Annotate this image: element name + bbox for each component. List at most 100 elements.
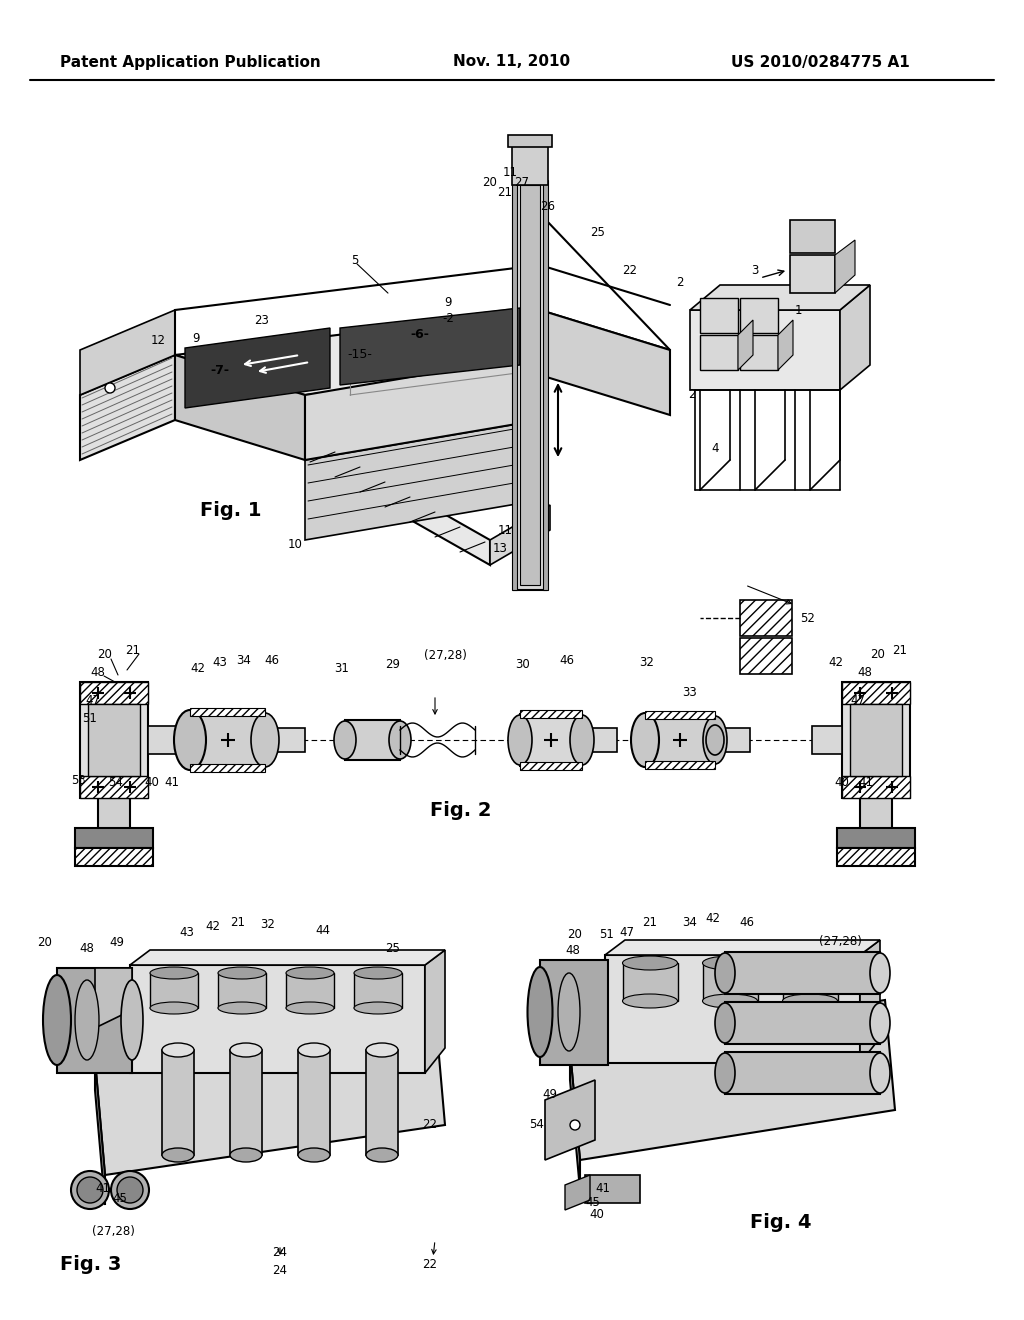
Bar: [230, 1049, 262, 1155]
Bar: [783, 964, 838, 1001]
Ellipse shape: [570, 715, 594, 766]
Polygon shape: [690, 310, 840, 389]
Text: 9: 9: [193, 331, 200, 345]
Text: 12: 12: [151, 334, 166, 346]
Text: 25: 25: [386, 941, 400, 954]
Text: 46: 46: [559, 653, 574, 667]
Text: 34: 34: [237, 653, 252, 667]
Text: 2: 2: [676, 276, 684, 289]
Ellipse shape: [298, 1043, 330, 1057]
Text: -6-: -6-: [411, 329, 429, 342]
Ellipse shape: [251, 713, 279, 767]
Ellipse shape: [870, 1053, 890, 1093]
Text: 20: 20: [482, 177, 498, 190]
Polygon shape: [340, 308, 520, 385]
Text: 21: 21: [893, 644, 907, 656]
Bar: [740, 601, 792, 636]
Text: 11: 11: [503, 165, 517, 178]
Bar: [354, 973, 402, 1008]
Text: Fig. 1: Fig. 1: [200, 500, 261, 520]
Text: 34: 34: [683, 916, 697, 928]
Bar: [150, 973, 198, 1008]
Ellipse shape: [558, 973, 580, 1051]
Polygon shape: [540, 310, 670, 414]
Ellipse shape: [527, 968, 553, 1057]
Text: 24: 24: [272, 1246, 288, 1258]
Bar: [700, 298, 738, 333]
Bar: [162, 1049, 194, 1155]
Text: 48: 48: [565, 944, 581, 957]
Text: 47: 47: [620, 925, 635, 939]
Ellipse shape: [174, 710, 206, 770]
Bar: [508, 135, 552, 147]
Bar: [298, 1049, 330, 1155]
Ellipse shape: [150, 968, 198, 979]
Text: 1: 1: [795, 304, 802, 317]
Text: -7-: -7-: [211, 363, 229, 376]
Text: 41: 41: [165, 776, 179, 788]
Ellipse shape: [631, 713, 659, 767]
Bar: [218, 973, 266, 1008]
Ellipse shape: [75, 979, 99, 1060]
Text: 49: 49: [110, 936, 125, 949]
Polygon shape: [605, 940, 880, 954]
Ellipse shape: [366, 1043, 398, 1057]
Text: 21: 21: [230, 916, 246, 928]
Bar: [514, 180, 546, 590]
Text: 22: 22: [423, 1258, 437, 1271]
Ellipse shape: [43, 975, 71, 1065]
Bar: [837, 847, 915, 866]
Polygon shape: [778, 319, 793, 370]
Polygon shape: [95, 1060, 105, 1205]
Polygon shape: [95, 1010, 445, 1175]
Text: 40: 40: [835, 776, 850, 788]
Text: 46: 46: [739, 916, 755, 928]
Bar: [790, 255, 835, 293]
Ellipse shape: [702, 956, 758, 970]
Bar: [645, 762, 715, 770]
Text: 13: 13: [493, 541, 508, 554]
Ellipse shape: [366, 1148, 398, 1162]
Text: 20: 20: [97, 648, 113, 661]
Polygon shape: [175, 310, 670, 395]
Bar: [645, 715, 715, 766]
Text: 53: 53: [71, 774, 85, 787]
Polygon shape: [565, 1175, 590, 1210]
Bar: [130, 965, 425, 1073]
Bar: [605, 954, 860, 1063]
Bar: [75, 828, 153, 847]
Text: 31: 31: [335, 661, 349, 675]
Ellipse shape: [111, 1171, 150, 1209]
Bar: [837, 828, 915, 847]
Polygon shape: [80, 355, 175, 459]
Bar: [540, 960, 608, 1065]
Bar: [148, 726, 178, 754]
Ellipse shape: [77, 1177, 103, 1203]
Text: -2: -2: [442, 312, 454, 325]
Bar: [75, 847, 153, 866]
Text: 54: 54: [109, 776, 124, 788]
Polygon shape: [425, 950, 445, 1073]
Text: 52: 52: [800, 611, 815, 624]
Text: Nov. 11, 2010: Nov. 11, 2010: [454, 54, 570, 70]
Ellipse shape: [702, 994, 758, 1008]
Ellipse shape: [508, 715, 532, 766]
Text: 29: 29: [385, 659, 400, 672]
Text: 11: 11: [498, 524, 512, 536]
Text: 54: 54: [529, 1118, 545, 1131]
Ellipse shape: [870, 953, 890, 993]
Text: -15-: -15-: [347, 348, 373, 362]
Text: 41: 41: [858, 776, 873, 788]
Text: 48: 48: [80, 941, 94, 954]
Text: 51: 51: [83, 711, 97, 725]
Text: 45: 45: [113, 1192, 127, 1204]
Polygon shape: [130, 950, 445, 965]
Bar: [520, 710, 582, 718]
Bar: [57, 968, 132, 1073]
Ellipse shape: [354, 968, 402, 979]
Text: 49: 49: [543, 1089, 557, 1101]
Ellipse shape: [230, 1043, 262, 1057]
Text: 26: 26: [541, 201, 555, 214]
Ellipse shape: [218, 968, 266, 979]
Ellipse shape: [117, 1177, 143, 1203]
